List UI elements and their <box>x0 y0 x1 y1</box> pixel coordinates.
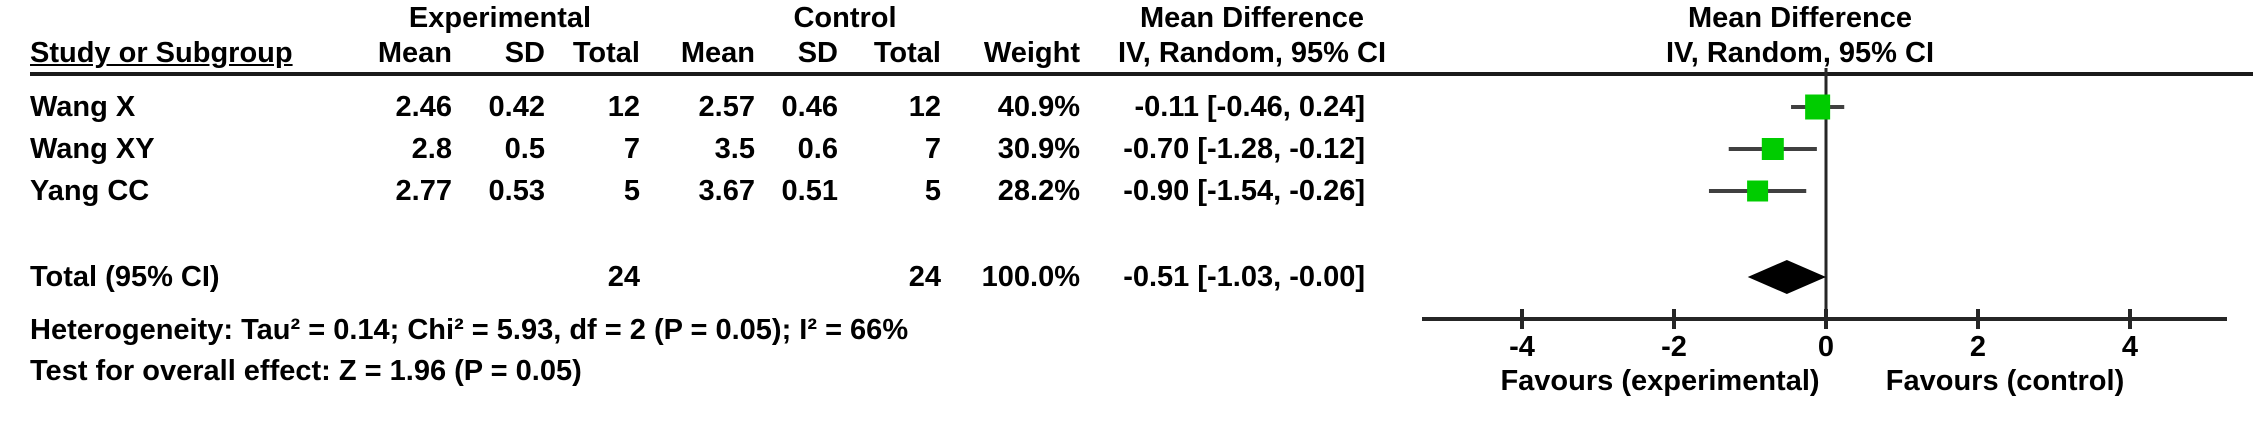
total-ctl-total: 24 <box>908 261 941 293</box>
study-exp-total: 5 <box>623 175 640 207</box>
study-effect-square <box>1805 94 1831 120</box>
study-ci-text: -0.70 [-1.28, -0.12] <box>1123 133 1365 165</box>
study-ctl-total: 7 <box>924 133 941 165</box>
total-diamond <box>1747 260 1826 294</box>
study-ctl-total: 5 <box>924 175 941 207</box>
col-header-mean-exp: Mean <box>377 37 452 69</box>
plot-subtitle: IV, Random, 95% CI <box>1665 37 1935 69</box>
study-exp-total: 7 <box>623 133 640 165</box>
study-name: Wang XY <box>30 133 155 165</box>
study-ctl-mean: 3.67 <box>698 175 755 207</box>
col-header-sd-exp: SD <box>504 37 545 69</box>
total-label: Total (95% CI) <box>30 261 220 293</box>
header-md-stat-title: Mean Difference <box>1139 2 1365 34</box>
study-name: Wang X <box>30 91 136 123</box>
study-ctl-sd: 0.46 <box>781 91 838 123</box>
study-weight: 40.9% <box>997 91 1080 123</box>
total-ci-text: -0.51 [-1.03, -0.00] <box>1123 261 1365 293</box>
header-rule <box>30 72 2253 76</box>
study-exp-sd: 0.5 <box>504 133 545 165</box>
study-weight: 30.9% <box>997 133 1080 165</box>
favours-control-label: Favours (control) <box>1885 365 2125 397</box>
study-exp-sd: 0.53 <box>488 175 545 207</box>
study-exp-total: 12 <box>607 91 640 123</box>
study-effect-square <box>1747 180 1769 202</box>
study-ctl-mean: 3.5 <box>714 133 755 165</box>
total-weight: 100.0% <box>981 261 1080 293</box>
study-ci-text: -0.90 [-1.54, -0.26] <box>1123 175 1365 207</box>
study-ctl-mean: 2.57 <box>698 91 755 123</box>
axis-tick-label: 0 <box>1817 331 1835 363</box>
study-exp-mean: 2.8 <box>411 133 452 165</box>
study-name: Yang CC <box>30 175 150 207</box>
header-group-experimental: Experimental <box>408 2 592 34</box>
axis-tick-label: 2 <box>1969 331 1987 363</box>
study-ctl-sd: 0.51 <box>781 175 838 207</box>
study-weight: 28.2% <box>997 175 1080 207</box>
study-effect-square <box>1761 138 1784 160</box>
col-header-ci: IV, Random, 95% CI <box>1117 37 1387 69</box>
axis-tick-label: -2 <box>1661 331 1687 363</box>
total-exp-total: 24 <box>607 261 640 293</box>
axis-tick-label: 4 <box>2121 331 2139 363</box>
heterogeneity-text: Heterogeneity: Tau² = 0.14; Chi² = 5.93,… <box>30 314 909 346</box>
axis-tick-label: -4 <box>1509 331 1535 363</box>
col-header-total-ctl: Total <box>873 37 941 69</box>
study-exp-sd: 0.42 <box>488 91 545 123</box>
header-md-plot-title: Mean Difference <box>1687 2 1913 34</box>
header-group-control: Control <box>793 2 897 34</box>
col-header-mean-ctl: Mean <box>680 37 755 69</box>
col-header-study: Study or Subgroup <box>30 37 293 69</box>
col-header-total-exp: Total <box>572 37 640 69</box>
study-ctl-sd: 0.6 <box>797 133 838 165</box>
favours-experimental-label: Favours (experimental) <box>1500 365 1820 397</box>
study-ci-text: -0.11 [-0.46, 0.24] <box>1134 91 1365 123</box>
study-ctl-total: 12 <box>908 91 941 123</box>
col-header-weight: Weight <box>983 37 1080 69</box>
overall-effect-text: Test for overall effect: Z = 1.96 (P = 0… <box>30 355 582 387</box>
study-exp-mean: 2.77 <box>395 175 452 207</box>
study-exp-mean: 2.46 <box>395 91 452 123</box>
col-header-sd-ctl: SD <box>797 37 838 69</box>
